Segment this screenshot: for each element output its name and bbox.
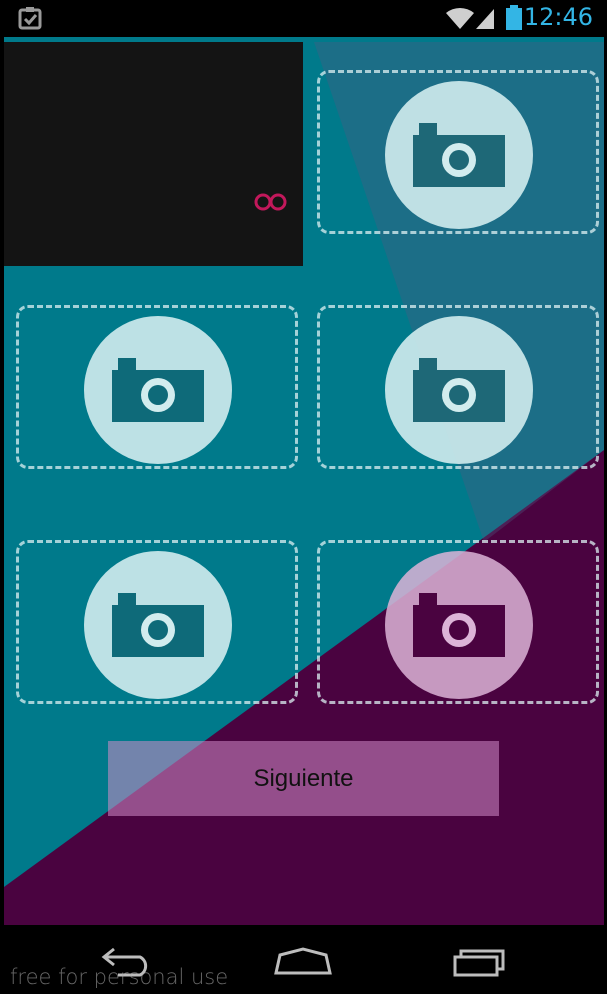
recents-icon[interactable] <box>451 945 509 981</box>
photo-slot-5[interactable] <box>317 540 599 704</box>
clock: 12:46 <box>523 3 593 31</box>
battery-icon <box>505 5 523 35</box>
back-icon[interactable] <box>100 945 158 981</box>
camera-icon <box>371 547 547 703</box>
navigation-bar: free for personal use <box>0 925 607 994</box>
camera-icon <box>70 312 246 468</box>
camera-icon <box>371 312 547 468</box>
photo-slot-2[interactable] <box>16 305 298 469</box>
next-button[interactable]: Siguiente <box>108 741 499 816</box>
photo-slot-4[interactable] <box>16 540 298 704</box>
watermark-text: free for personal use <box>10 965 229 989</box>
camera-preview[interactable] <box>4 42 303 266</box>
wifi-icon <box>444 5 500 35</box>
photo-picker-screen: Siguiente <box>4 37 604 925</box>
photo-slot-1[interactable] <box>317 70 599 234</box>
home-icon[interactable] <box>272 947 334 981</box>
camera-icon <box>371 77 547 233</box>
photo-slot-3[interactable] <box>317 305 599 469</box>
infinity-icon <box>250 188 292 218</box>
status-bar: 12:46 <box>0 0 607 37</box>
clipboard-check-icon <box>18 6 44 34</box>
camera-icon <box>70 547 246 703</box>
